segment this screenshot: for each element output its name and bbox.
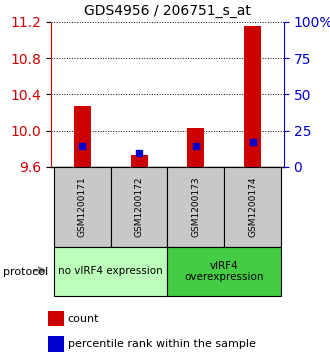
- Text: GSM1200174: GSM1200174: [248, 177, 257, 237]
- Bar: [187, 128, 204, 167]
- Bar: [74, 106, 91, 167]
- Text: percentile rank within the sample: percentile rank within the sample: [68, 339, 256, 349]
- Text: GSM1200171: GSM1200171: [78, 176, 87, 237]
- Bar: [131, 155, 148, 167]
- Text: count: count: [68, 314, 99, 324]
- Bar: [111, 167, 168, 247]
- Bar: [54, 247, 168, 296]
- Bar: [244, 26, 261, 167]
- Bar: [224, 167, 281, 247]
- Bar: [54, 167, 111, 247]
- Text: protocol: protocol: [3, 266, 49, 277]
- Bar: [168, 247, 281, 296]
- Text: GSM1200173: GSM1200173: [191, 176, 200, 237]
- Bar: [168, 167, 224, 247]
- Text: no vIRF4 expression: no vIRF4 expression: [58, 266, 163, 276]
- Bar: [49, 311, 64, 326]
- Text: GSM1200172: GSM1200172: [135, 177, 144, 237]
- Text: vIRF4
overexpression: vIRF4 overexpression: [184, 261, 264, 282]
- Bar: [49, 337, 64, 352]
- Title: GDS4956 / 206751_s_at: GDS4956 / 206751_s_at: [84, 4, 251, 18]
